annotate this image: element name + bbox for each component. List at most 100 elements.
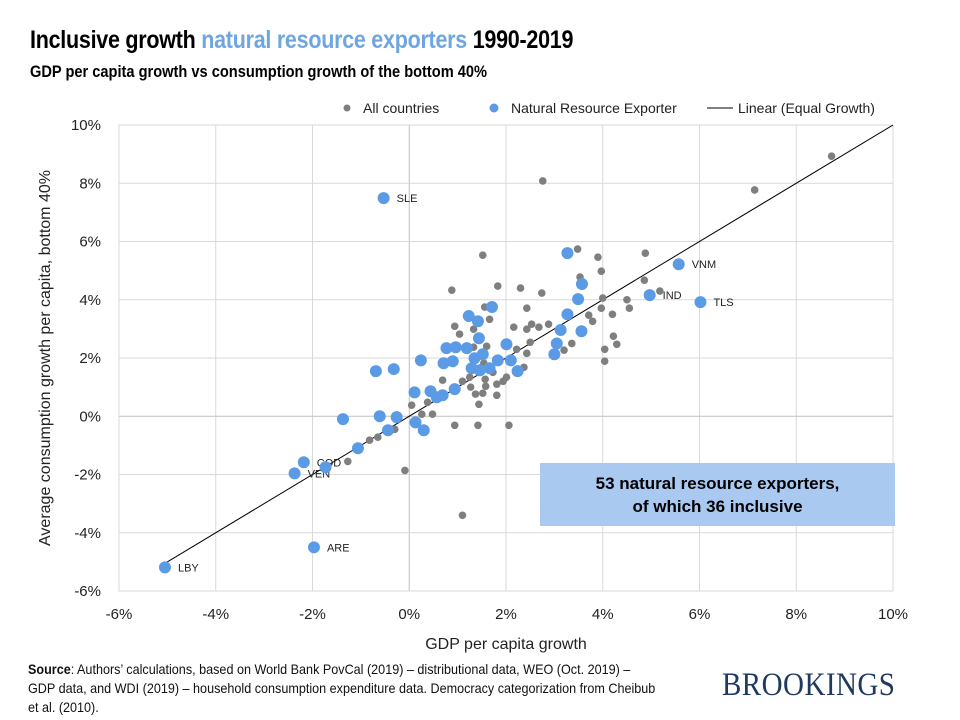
- x-tick-label: 10%: [878, 606, 908, 623]
- all-countries-point: [640, 276, 649, 285]
- nre-point: [369, 365, 382, 378]
- all-countries-point: [482, 342, 491, 351]
- legend-marker-nre: [489, 103, 499, 113]
- all-countries-point: [567, 339, 576, 348]
- y-tick-label: -4%: [74, 525, 101, 542]
- point-label: ARE: [327, 542, 350, 554]
- title-part2: 1990-2019: [466, 26, 574, 54]
- all-countries-point: [623, 295, 631, 304]
- title-part1: Inclusive growth: [30, 26, 202, 54]
- nre-point: [373, 410, 386, 423]
- y-tick-label: 6%: [79, 234, 101, 251]
- all-countries-point: [544, 320, 553, 329]
- point-label: IND: [663, 290, 682, 302]
- all-countries-point: [478, 389, 487, 398]
- all-countries-point: [523, 304, 531, 312]
- all-countries-point: [509, 323, 518, 331]
- all-countries-point: [471, 390, 480, 398]
- nre-point: [483, 362, 496, 375]
- x-tick-label: -6%: [106, 606, 133, 623]
- nre-point: [491, 354, 504, 367]
- nre-point: [390, 411, 403, 424]
- nre-point: [548, 348, 561, 361]
- x-tick-label: 6%: [689, 606, 711, 623]
- all-countries-point: [455, 330, 464, 338]
- all-countries-point: [478, 251, 487, 259]
- all-countries-point: [458, 377, 467, 386]
- all-countries-point: [600, 345, 609, 354]
- source-label: Source: [28, 661, 71, 677]
- nre-point: [446, 355, 459, 368]
- source-note: Source: Authors’ calculations, based on …: [28, 660, 658, 717]
- all-countries-point: [374, 433, 382, 442]
- all-countries-point: [527, 320, 536, 329]
- all-countries-point: [469, 325, 478, 333]
- all-countries-point: [499, 377, 507, 386]
- all-countries-point: [538, 177, 547, 185]
- title-highlight: natural resource exporters: [201, 26, 467, 54]
- all-countries-point: [523, 325, 531, 333]
- all-countries-point: [516, 284, 525, 292]
- all-countries-point: [344, 457, 352, 466]
- all-countries-point: [600, 357, 609, 366]
- x-tick-label: 8%: [785, 606, 807, 623]
- all-countries-point: [485, 315, 494, 324]
- x-tick-label: 0%: [398, 606, 420, 623]
- x-axis-label: GDP per capita growth: [425, 636, 587, 653]
- nre-point: [449, 341, 462, 354]
- all-countries-point: [481, 375, 489, 384]
- nre-point: [550, 337, 563, 350]
- all-countries-point: [438, 376, 447, 384]
- nre-point: [575, 278, 588, 291]
- legend-marker-all-countries: [343, 104, 351, 112]
- nre-point: [472, 332, 485, 345]
- nre-point: [158, 561, 171, 574]
- all-countries-point: [448, 286, 456, 294]
- all-countries-point: [573, 245, 582, 253]
- all-countries-point: [535, 323, 543, 331]
- all-countries-point: [656, 287, 664, 295]
- all-countries-point: [584, 311, 593, 319]
- nre-point: [414, 354, 427, 367]
- all-countries-point: [407, 401, 416, 409]
- all-countries-point: [474, 421, 482, 430]
- all-countries-point: [450, 322, 459, 331]
- all-countries-point: [493, 391, 501, 400]
- nre-point: [351, 442, 364, 455]
- all-countries-point: [560, 346, 568, 354]
- all-countries-point: [608, 310, 617, 319]
- y-tick-label: 0%: [79, 408, 101, 425]
- all-countries-point: [418, 410, 426, 419]
- all-countries-point: [827, 152, 836, 160]
- nre-point: [572, 293, 585, 306]
- point-label: VNM: [692, 259, 716, 271]
- y-axis-label: Average consumption growth per capita, b…: [37, 170, 54, 546]
- all-countries-point: [523, 349, 531, 358]
- all-countries-point: [597, 304, 606, 312]
- brookings-logo: BROOKINGS: [722, 667, 896, 703]
- nre-point: [387, 363, 400, 376]
- x-tick-label: -2%: [299, 606, 326, 623]
- all-countries-point: [401, 466, 409, 475]
- all-countries-point: [588, 317, 597, 326]
- nre-point: [643, 289, 656, 302]
- nre-point: [448, 383, 461, 396]
- nre-point: [377, 192, 390, 205]
- nre-point: [462, 310, 475, 323]
- legend-label-all-countries: All countries: [363, 100, 439, 116]
- nre-point: [511, 365, 524, 378]
- point-label: TLS: [713, 297, 733, 309]
- point-label: LBY: [178, 562, 199, 574]
- nre-point: [561, 308, 574, 321]
- nre-point: [381, 424, 394, 437]
- nre-point: [307, 541, 320, 554]
- all-countries-point: [493, 380, 501, 389]
- nre-point: [417, 424, 430, 437]
- y-tick-label: 2%: [79, 350, 101, 367]
- y-tick-label: -2%: [74, 467, 101, 484]
- legend-label-line: Linear (Equal Growth): [738, 100, 875, 116]
- nre-point: [561, 247, 574, 260]
- nre-point: [436, 389, 449, 402]
- y-tick-label: 8%: [79, 175, 101, 192]
- chart-title: Inclusive growth natural resource export…: [30, 26, 573, 55]
